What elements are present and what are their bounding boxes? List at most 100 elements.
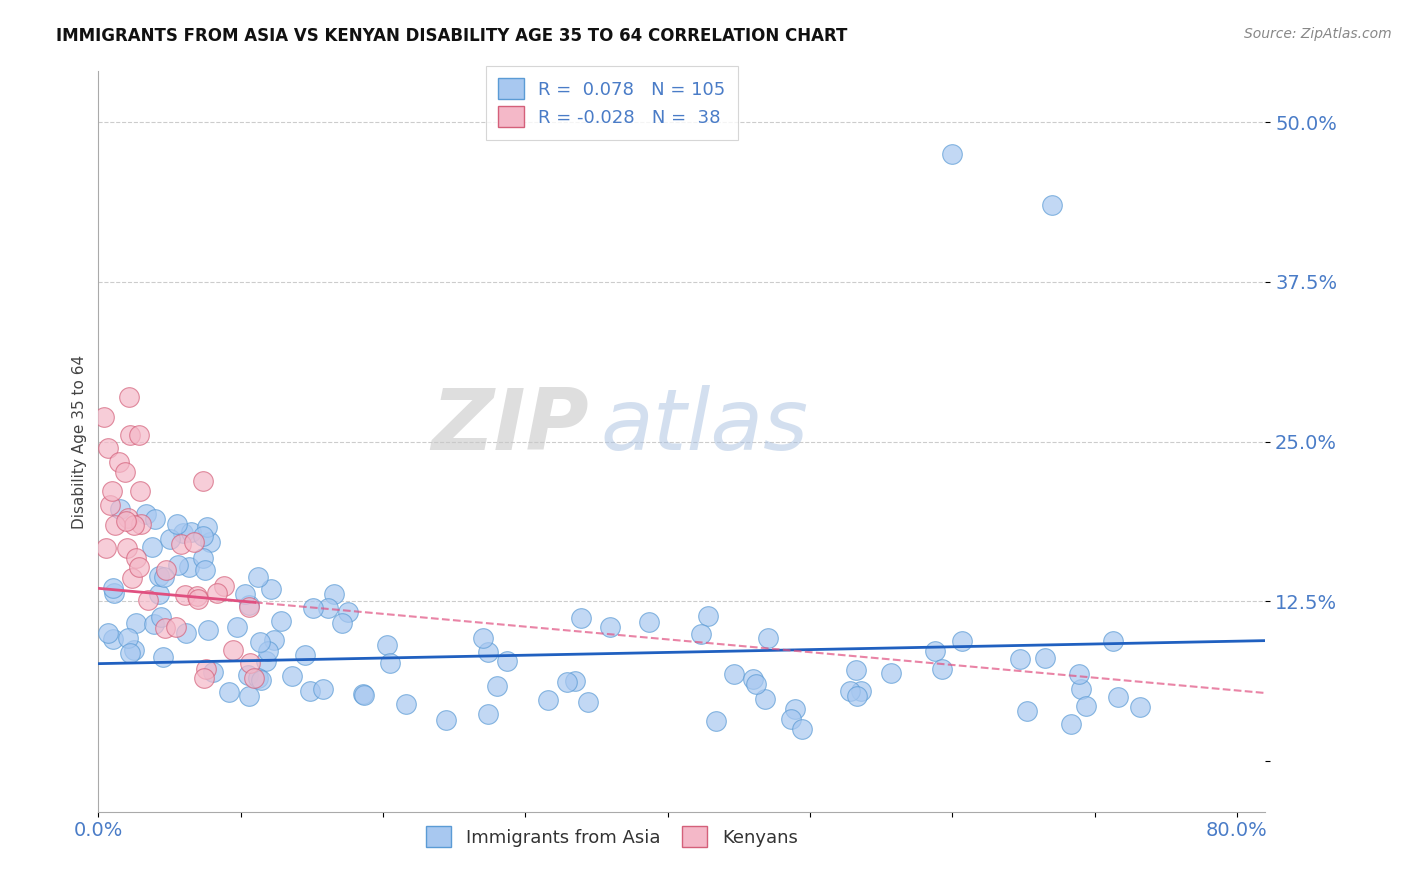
- Point: [108, 455, 131, 469]
- Point: [128, 427, 150, 442]
- Point: [125, 551, 148, 566]
- Point: [97, 442, 120, 456]
- Point: [128, 560, 150, 574]
- Point: [172, 525, 194, 540]
- Point: [477, 707, 499, 722]
- Point: [569, 611, 592, 625]
- Point: [880, 666, 903, 681]
- Point: [316, 601, 339, 615]
- Point: [238, 600, 260, 615]
- Point: [169, 536, 191, 550]
- Point: [1129, 700, 1152, 714]
- Point: [142, 617, 165, 632]
- Point: [689, 626, 711, 640]
- Point: [129, 484, 152, 499]
- Point: [97, 625, 120, 640]
- Point: [1033, 651, 1056, 665]
- Point: [537, 693, 560, 707]
- Point: [337, 605, 360, 619]
- Point: [108, 502, 131, 516]
- Point: [395, 697, 418, 711]
- Point: [845, 663, 868, 677]
- Point: [194, 564, 217, 578]
- Point: [118, 428, 141, 442]
- Point: [117, 390, 139, 404]
- Point: [1015, 705, 1038, 719]
- Point: [180, 524, 202, 539]
- Point: [120, 646, 142, 660]
- Point: [183, 535, 205, 549]
- Text: Source: ZipAtlas.com: Source: ZipAtlas.com: [1244, 27, 1392, 41]
- Point: [723, 667, 745, 681]
- Point: [246, 671, 269, 685]
- Point: [145, 512, 167, 526]
- Point: [233, 587, 256, 601]
- Point: [136, 592, 159, 607]
- Point: [205, 586, 228, 600]
- Point: [101, 483, 124, 498]
- Point: [434, 713, 457, 727]
- Point: [193, 475, 215, 489]
- Point: [115, 541, 138, 556]
- Point: [249, 635, 271, 649]
- Point: [1060, 717, 1083, 731]
- Point: [838, 683, 860, 698]
- Point: [496, 654, 519, 668]
- Point: [202, 665, 225, 679]
- Point: [159, 532, 181, 546]
- Text: atlas: atlas: [600, 385, 808, 468]
- Point: [298, 684, 321, 698]
- Point: [1101, 634, 1123, 648]
- Point: [129, 516, 152, 531]
- Point: [193, 672, 215, 686]
- Point: [924, 643, 946, 657]
- Point: [238, 598, 260, 612]
- Point: [270, 615, 292, 629]
- Point: [378, 656, 401, 670]
- Point: [353, 688, 375, 702]
- Point: [754, 691, 776, 706]
- Point: [114, 514, 136, 528]
- Point: [941, 147, 963, 161]
- Point: [780, 712, 803, 726]
- Point: [122, 518, 145, 533]
- Point: [260, 582, 283, 596]
- Point: [148, 587, 170, 601]
- Y-axis label: Disability Age 35 to 64: Disability Age 35 to 64: [72, 354, 87, 529]
- Point: [121, 571, 143, 585]
- Point: [247, 570, 270, 584]
- Point: [564, 673, 586, 688]
- Point: [155, 563, 177, 577]
- Point: [101, 632, 124, 646]
- Point: [375, 638, 398, 652]
- Point: [352, 687, 374, 701]
- Point: [638, 615, 661, 629]
- Point: [222, 643, 245, 657]
- Point: [191, 529, 214, 543]
- Point: [152, 650, 174, 665]
- Point: [745, 677, 768, 691]
- Point: [117, 511, 139, 525]
- Point: [96, 541, 118, 555]
- Point: [167, 558, 190, 573]
- Point: [166, 517, 188, 532]
- Point: [697, 608, 720, 623]
- Point: [225, 620, 247, 634]
- Point: [135, 508, 157, 522]
- Text: IMMIGRANTS FROM ASIA VS KENYAN DISABILITY AGE 35 TO 64 CORRELATION CHART: IMMIGRANTS FROM ASIA VS KENYAN DISABILIT…: [56, 27, 848, 45]
- Point: [1040, 198, 1063, 212]
- Point: [301, 601, 323, 615]
- Point: [783, 701, 806, 715]
- Point: [166, 620, 188, 634]
- Point: [186, 592, 208, 607]
- Point: [555, 674, 578, 689]
- Point: [148, 568, 170, 582]
- Point: [742, 672, 765, 686]
- Point: [845, 689, 868, 703]
- Point: [1010, 652, 1032, 666]
- Point: [599, 620, 621, 634]
- Point: [114, 466, 136, 480]
- Point: [471, 631, 494, 645]
- Point: [125, 616, 148, 631]
- Point: [186, 589, 208, 603]
